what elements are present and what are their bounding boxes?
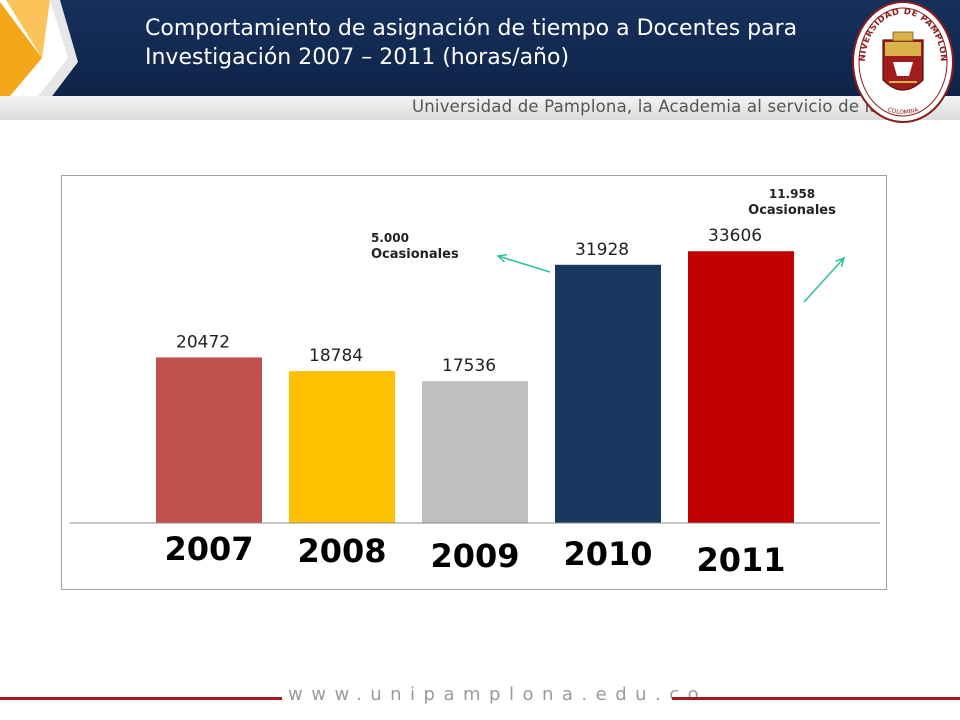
category-label-2008: 2008 (297, 532, 386, 570)
value-label-2009: 17536 (442, 356, 496, 376)
university-seal-icon: UNIVERSIDAD DE PAMPLONA COLOMBIA (849, 0, 954, 123)
category-label-2007: 2007 (164, 530, 253, 568)
annotation-value-2011: 11.958 (769, 187, 815, 201)
logo-wedge-icon (0, 0, 78, 112)
value-label-2010: 31928 (575, 240, 629, 260)
svg-text:COLOMBIA: COLOMBIA (887, 106, 921, 116)
value-label-2011: 33606 (708, 226, 762, 246)
bar-2011 (688, 251, 794, 523)
annotation-arrow-2011 (803, 257, 845, 303)
annotation-2011: 11.958 Ocasionales (748, 187, 846, 303)
bar-2008 (289, 371, 395, 523)
value-labels-group: 20472 18784 17536 31928 33606 (176, 226, 762, 376)
subtitle-bar (0, 96, 960, 120)
annotation-arrowhead-2011 (835, 256, 846, 267)
bar-2007 (156, 357, 262, 523)
bar-2010 (555, 264, 661, 523)
chart-frame: 20472 18784 17536 31928 33606 2007 2008 2009 20… (61, 175, 887, 590)
university-motto: Universidad de Pamplona, la Academia al … (412, 97, 923, 116)
annotation-value-2010: 5.000 (371, 231, 409, 245)
category-label-2010: 2010 (563, 535, 652, 573)
page-title: Comportamiento de asignación de tiempo a… (145, 14, 845, 72)
category-label-2011: 2011 (696, 541, 785, 579)
footer-url: www.unipamplona.edu.co (288, 684, 708, 705)
seal-bottom-text: COLOMBIA (887, 106, 921, 116)
value-label-2008: 18784 (309, 346, 363, 366)
category-labels-group: 2007 2008 2009 2010 2011 (164, 530, 785, 579)
bars-group (156, 251, 794, 523)
annotation-arrow-2010 (497, 255, 551, 273)
category-label-2009: 2009 (430, 537, 519, 575)
title-line-1: Comportamiento de asignación de tiempo a… (145, 16, 798, 41)
annotations-group: 5.000 Ocasionales 11.958 Ocasionales (371, 187, 846, 303)
footer-line-right (672, 697, 960, 700)
annotation-2010: 5.000 Ocasionales (371, 231, 551, 273)
annotation-label-2011: Ocasionales (748, 203, 836, 218)
value-label-2007: 20472 (176, 332, 230, 352)
footer-line-left (0, 697, 282, 700)
title-line-2: Investigación 2007 – 2011 (horas/año) (145, 45, 570, 70)
annotation-arrowhead-2010 (496, 253, 508, 263)
header-bar (0, 0, 960, 96)
annotation-label-2010: Ocasionales (371, 247, 459, 262)
bar-2009 (422, 381, 528, 523)
